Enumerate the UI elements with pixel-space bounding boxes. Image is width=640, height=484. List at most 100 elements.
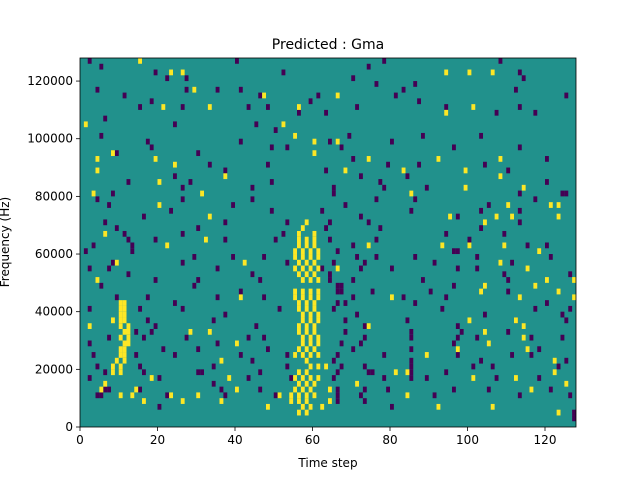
heatmap-cell-low — [401, 294, 406, 301]
heatmap-cell-low — [103, 115, 108, 122]
heatmap-cell-low — [498, 58, 503, 64]
heatmap-cell-high — [223, 173, 228, 180]
heatmap-cell-low — [424, 184, 429, 191]
heatmap-cell-low — [335, 300, 340, 306]
heatmap-cell-low — [223, 167, 228, 174]
heatmap-cell-high — [467, 69, 472, 76]
heatmap-cell-high — [297, 323, 301, 329]
heatmap-cell-high — [153, 156, 158, 162]
plot-frame — [79, 57, 577, 428]
heatmap-cell-low — [231, 202, 236, 208]
heatmap-cell-high — [312, 150, 317, 157]
heatmap-cell-low — [343, 328, 348, 335]
heatmap-cell-high — [118, 305, 123, 312]
heatmap-cell-low — [494, 109, 499, 116]
heatmap-cell-low — [211, 363, 216, 370]
heatmap-cell-high — [122, 305, 127, 312]
heatmap-cell-high — [300, 317, 305, 324]
heatmap-cell-low — [362, 259, 367, 266]
heatmap-cell-high — [316, 334, 321, 341]
heatmap-cell-high — [316, 375, 321, 381]
heatmap-cell-high — [118, 369, 123, 376]
heatmap-cell-high — [486, 340, 491, 347]
heatmap-cell-low — [250, 271, 255, 278]
heatmap-cell-low — [514, 86, 518, 93]
heatmap-cell-low — [355, 104, 360, 110]
heatmap-cell-high — [463, 167, 468, 174]
heatmap-cell-high — [297, 380, 301, 387]
heatmap-cell-low — [223, 311, 228, 318]
heatmap-cell-low — [223, 219, 228, 226]
heatmap-cell-low — [444, 294, 449, 301]
heatmap-cell-high — [293, 248, 298, 255]
heatmap-cell-high — [308, 294, 313, 301]
heatmap-cell-low — [343, 317, 348, 324]
heatmap-cell-low — [560, 311, 565, 318]
heatmap-cell-high — [297, 271, 301, 278]
heatmap-cell-high — [424, 352, 429, 358]
heatmap-cell-high — [390, 294, 394, 301]
heatmap-cell-low — [506, 277, 511, 283]
heatmap-cell-high — [444, 69, 449, 76]
heatmap-cell-low — [328, 271, 332, 278]
heatmap-cell-low — [339, 288, 344, 295]
heatmap-cell-low — [103, 369, 108, 376]
heatmap-cell-high — [463, 184, 468, 191]
heatmap-cell-high — [169, 392, 174, 399]
heatmap-cell-high — [436, 403, 441, 410]
heatmap-cell-high — [308, 288, 313, 295]
heatmap-cell-low — [95, 196, 100, 203]
heatmap-cell-low — [246, 334, 251, 341]
heatmap-cell-high — [297, 305, 301, 312]
heatmap-cell-low — [560, 190, 565, 197]
heatmap-cell-low — [362, 398, 367, 404]
heatmap-cell-low — [572, 409, 577, 416]
heatmap-cell-low — [382, 352, 387, 358]
heatmap-cell-high — [95, 277, 100, 283]
heatmap-cell-high — [312, 230, 317, 237]
heatmap-cell-high — [312, 259, 317, 266]
heatmap-cell-high — [312, 138, 317, 145]
heatmap-cell-low — [250, 196, 255, 203]
heatmap-cell-low — [374, 196, 379, 203]
heatmap-cell-low — [452, 386, 456, 393]
heatmap-cell-high — [289, 398, 294, 404]
heatmap-cell-high — [525, 265, 530, 272]
heatmap-cell-low — [517, 144, 522, 151]
heatmap-cell-low — [138, 363, 143, 370]
heatmap-cell-high — [483, 328, 487, 335]
heatmap-cell-high — [529, 386, 534, 393]
heatmap-cell-low — [351, 156, 356, 162]
heatmap-cell-low — [382, 375, 387, 381]
heatmap-cell-high — [118, 392, 123, 399]
heatmap-cell-high — [91, 190, 96, 197]
heatmap-cell-high — [483, 282, 487, 289]
heatmap-cell-high — [242, 259, 247, 266]
heatmap-cell-low — [83, 248, 88, 255]
heatmap-cell-high — [366, 242, 371, 249]
y-axis: 0 20000 40000 60000 80000 100000 120000 — [27, 74, 80, 434]
heatmap-cell-high — [440, 242, 445, 249]
heatmap-cell-high — [304, 219, 309, 226]
heatmap-cell-high — [304, 236, 309, 243]
heatmap-cell-low — [196, 150, 201, 157]
heatmap-cell-high — [545, 277, 549, 283]
heatmap-cell-high — [316, 277, 321, 283]
heatmap-cell-low — [355, 254, 360, 260]
heatmap-cell-high — [138, 58, 143, 64]
heatmap-cell-low — [87, 305, 92, 312]
heatmap-cell-low — [149, 98, 154, 105]
heatmap-cell-low — [545, 242, 549, 249]
y-tick-label: 60000 — [35, 247, 73, 261]
heatmap-cell-high — [118, 346, 123, 353]
heatmap-cell-high — [297, 230, 301, 237]
heatmap-cell-low — [126, 236, 131, 243]
heatmap-cell-low — [320, 207, 325, 214]
heatmap-cell-low — [297, 109, 301, 116]
heatmap-cell-high — [308, 277, 313, 283]
heatmap-cell-high — [300, 265, 305, 272]
heatmap-cell-high — [300, 277, 305, 283]
heatmap-cell-low — [455, 265, 460, 272]
heatmap-cell-high — [304, 409, 309, 416]
